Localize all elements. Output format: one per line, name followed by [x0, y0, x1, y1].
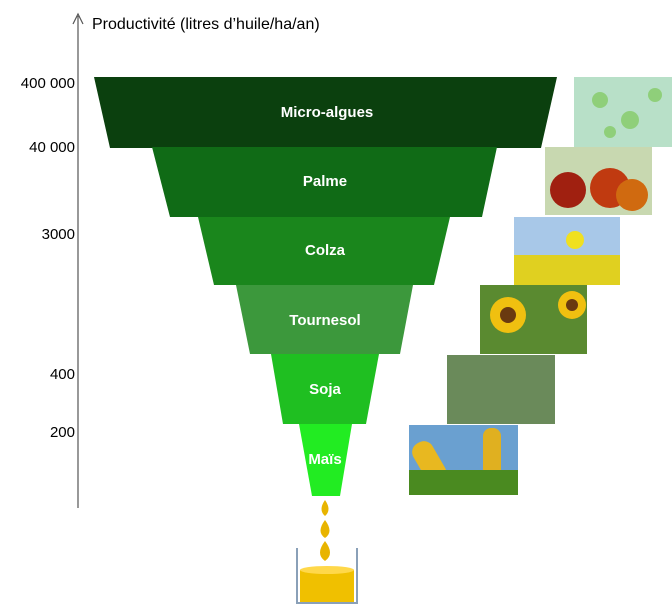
level-label: Micro-algues [281, 104, 374, 121]
level-label: Soja [309, 381, 341, 398]
tick-label: 40 000 [29, 139, 75, 156]
photo-soy [447, 355, 555, 424]
level-label: Palme [303, 173, 347, 190]
level-label: Maïs [308, 451, 341, 468]
photo-algae [574, 77, 672, 147]
tick-label: 3000 [42, 226, 75, 243]
oil-drops [320, 500, 330, 561]
diagram: Productivité (litres d’huile/ha/an) 400 … [0, 0, 672, 605]
tick-label: 400 [50, 366, 75, 383]
level-label: Colza [305, 242, 346, 259]
level-label: Tournesol [289, 312, 360, 329]
tick-label: 200 [50, 424, 75, 441]
tick-label: 400 000 [21, 75, 75, 92]
axis-label: Productivité (litres d’huile/ha/an) [92, 16, 320, 33]
